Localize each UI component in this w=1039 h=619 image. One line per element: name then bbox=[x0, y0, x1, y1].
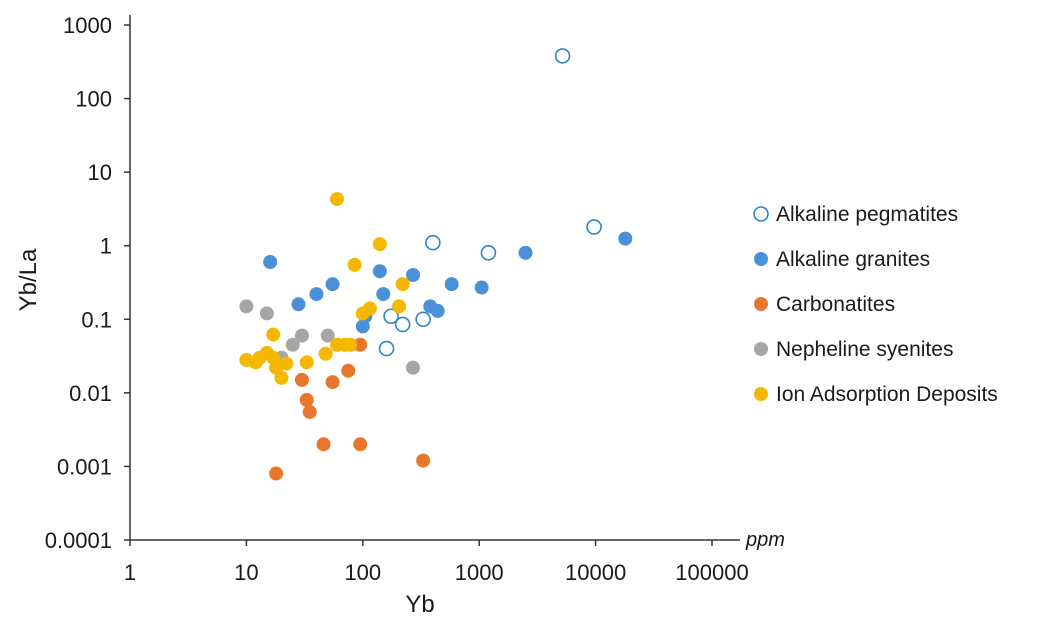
data-point bbox=[372, 237, 387, 252]
legend-marker bbox=[754, 297, 768, 311]
legend-entry: Alkaline granites bbox=[754, 248, 930, 271]
data-point bbox=[474, 280, 489, 295]
data-point bbox=[372, 264, 387, 279]
legend-label: Nepheline syenites bbox=[776, 338, 953, 361]
data-point bbox=[294, 372, 309, 387]
legend-marker bbox=[754, 252, 768, 266]
x-tick-label: 10 bbox=[234, 560, 258, 585]
series-alkaline-pegmatites bbox=[378, 48, 602, 357]
series-nepheline-syenites bbox=[239, 299, 421, 375]
data-point bbox=[430, 303, 445, 318]
legend-marker bbox=[753, 206, 769, 222]
y-tick-label: 0.001 bbox=[57, 454, 112, 479]
data-point bbox=[239, 299, 254, 314]
data-point bbox=[299, 355, 314, 370]
y-tick-label: 1000 bbox=[63, 13, 112, 38]
y-tick-label: 0.01 bbox=[69, 381, 112, 406]
data-point bbox=[266, 327, 281, 342]
data-point bbox=[302, 404, 317, 419]
data-point bbox=[518, 245, 533, 260]
series-alkaline-granites bbox=[263, 231, 633, 334]
data-point bbox=[392, 299, 407, 314]
data-point bbox=[259, 306, 274, 321]
data-point bbox=[425, 234, 441, 251]
data-point bbox=[416, 453, 431, 468]
data-point bbox=[263, 255, 278, 270]
data-point bbox=[285, 337, 300, 352]
x-tick-label: 1000 bbox=[455, 560, 504, 585]
legend-entry: Ion Adsorption Deposits bbox=[754, 383, 998, 406]
data-point bbox=[325, 277, 340, 292]
data-point bbox=[383, 308, 399, 325]
x-tick-label: 100 bbox=[344, 560, 381, 585]
data-point bbox=[406, 267, 421, 282]
data-point bbox=[395, 277, 410, 292]
legend-entry: Nepheline syenites bbox=[754, 338, 953, 361]
data-points bbox=[239, 48, 633, 481]
data-point bbox=[406, 360, 421, 375]
data-point bbox=[316, 437, 331, 452]
y-tick-label: 10 bbox=[88, 160, 112, 185]
legend-marker bbox=[754, 387, 768, 401]
data-point bbox=[299, 392, 314, 407]
x-axis-title: Yb bbox=[405, 591, 434, 618]
y-tick-label: 0.1 bbox=[81, 307, 112, 332]
data-point bbox=[480, 245, 497, 261]
series-carbonatites bbox=[269, 337, 431, 481]
axes: 1 10 100 1000 10000 100000 0.0001 0.001 0.01 0.1 1… bbox=[45, 13, 749, 585]
legend-entry: Alkaline pegmatites bbox=[753, 203, 958, 226]
series-ion-adsorption-deposits bbox=[239, 192, 410, 385]
data-point bbox=[444, 277, 459, 292]
data-point bbox=[329, 192, 344, 207]
data-point bbox=[309, 287, 324, 302]
y-tick-label: 0.0001 bbox=[45, 528, 112, 553]
legend: Alkaline pegmatites Alkaline granites Carb… bbox=[753, 203, 998, 406]
x-tick-label: 100000 bbox=[675, 560, 748, 585]
data-point bbox=[320, 328, 335, 343]
data-point bbox=[291, 297, 306, 312]
y-tick-label: 100 bbox=[75, 87, 112, 112]
x-tick-label: 10000 bbox=[565, 560, 626, 585]
data-point bbox=[554, 48, 571, 64]
legend-label: Alkaline pegmatites bbox=[776, 203, 958, 226]
data-point bbox=[415, 311, 431, 328]
legend-entry: Carbonatites bbox=[754, 293, 895, 316]
data-point bbox=[341, 363, 356, 378]
data-point bbox=[376, 287, 391, 302]
data-point bbox=[618, 231, 633, 246]
y-axis-title: Yb/La bbox=[15, 248, 42, 311]
data-point bbox=[318, 346, 333, 361]
y-tick-label: 1 bbox=[100, 234, 112, 259]
data-point bbox=[353, 337, 368, 352]
data-point bbox=[378, 340, 395, 357]
legend-marker bbox=[754, 342, 768, 356]
data-point bbox=[325, 375, 340, 390]
data-point bbox=[274, 370, 289, 385]
data-point bbox=[279, 356, 294, 371]
data-point bbox=[343, 337, 358, 352]
legend-label: Alkaline granites bbox=[776, 248, 930, 271]
data-point bbox=[347, 257, 362, 272]
x-axis-unit-label: ppm bbox=[745, 529, 785, 551]
legend-label: Ion Adsorption Deposits bbox=[776, 383, 998, 406]
x-tick-label: 1 bbox=[124, 560, 136, 585]
data-point bbox=[353, 437, 368, 452]
data-point bbox=[269, 466, 284, 481]
data-point bbox=[362, 301, 377, 316]
data-point bbox=[394, 316, 411, 333]
legend-label: Carbonatites bbox=[776, 293, 895, 316]
data-point bbox=[586, 219, 602, 235]
data-point bbox=[294, 328, 309, 343]
